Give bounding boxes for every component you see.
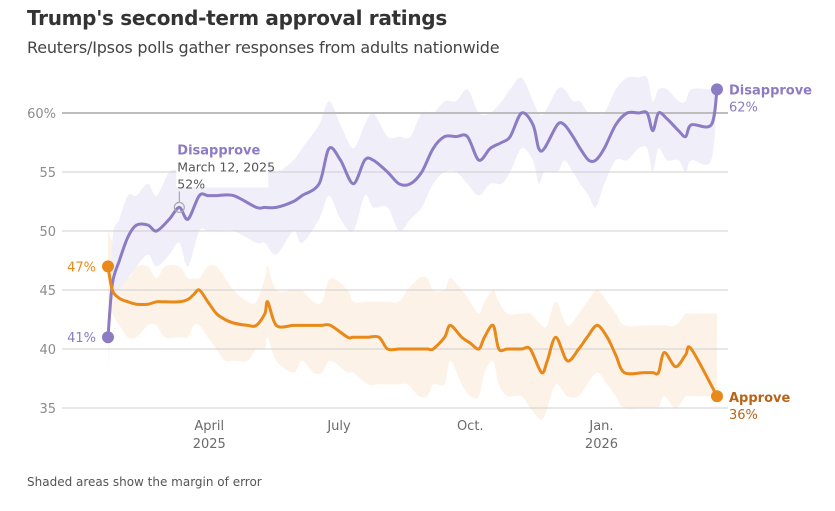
chart-subtitle: Reuters/Ipsos polls gather responses fro… — [27, 38, 500, 57]
y-axis-ticks: 35 40 45 50 55 60% — [27, 107, 56, 417]
disapprove-start-point[interactable] — [102, 331, 114, 344]
x-tick-label: April — [194, 419, 224, 434]
approve-start-point[interactable] — [102, 260, 114, 273]
annotation-group: Disapprove March 12, 2025 52% — [173, 141, 275, 213]
annotation-marker[interactable] — [173, 201, 185, 213]
y-tick-label: 50 — [39, 225, 56, 240]
x-tick-label: Oct. — [457, 419, 484, 434]
disapprove-margin-band — [108, 75, 717, 373]
disapprove-line[interactable] — [106, 87, 719, 339]
disapprove-start-value: 41% — [67, 331, 96, 346]
y-tick-label: 45 — [39, 284, 56, 299]
annotation-date: March 12, 2025 — [177, 159, 275, 174]
x-tick-year-label: 2026 — [585, 437, 618, 452]
annotation-value: 52% — [177, 176, 205, 191]
margin-of-error-bands — [108, 75, 717, 420]
y-tick-label: 60% — [27, 107, 56, 122]
annotation-background — [176, 141, 269, 188]
y-tick-label: 40 — [39, 343, 56, 358]
x-axis-ticks: April 2025 July Oct. Jan. 2026 — [193, 419, 618, 452]
disapprove-end-label: Disapprove — [729, 83, 812, 98]
annotation-title: Disapprove — [177, 143, 260, 158]
approve-start-value: 47% — [67, 260, 96, 275]
approve-end-label: Approve — [729, 391, 790, 406]
x-tick-label: July — [326, 419, 351, 434]
footnote: Shaded areas show the margin of error — [27, 475, 262, 489]
chart-title: Trump's second-term approval ratings — [27, 6, 447, 30]
disapprove-end-value: 62% — [729, 100, 758, 115]
approve-margin-band — [108, 231, 717, 420]
series-labels: Disapprove 62% 41% Approve 36% 47% — [67, 83, 812, 423]
y-tick-label: 55 — [39, 166, 56, 181]
approve-end-point[interactable] — [711, 390, 723, 403]
y-tick-label: 35 — [39, 402, 56, 417]
series-lines — [102, 83, 723, 403]
x-tick-year-label: 2025 — [193, 437, 226, 452]
disapprove-end-point[interactable] — [711, 83, 723, 96]
approve-line[interactable] — [106, 264, 719, 398]
x-tick-label: Jan. — [588, 419, 613, 434]
approve-end-value: 36% — [729, 408, 758, 423]
